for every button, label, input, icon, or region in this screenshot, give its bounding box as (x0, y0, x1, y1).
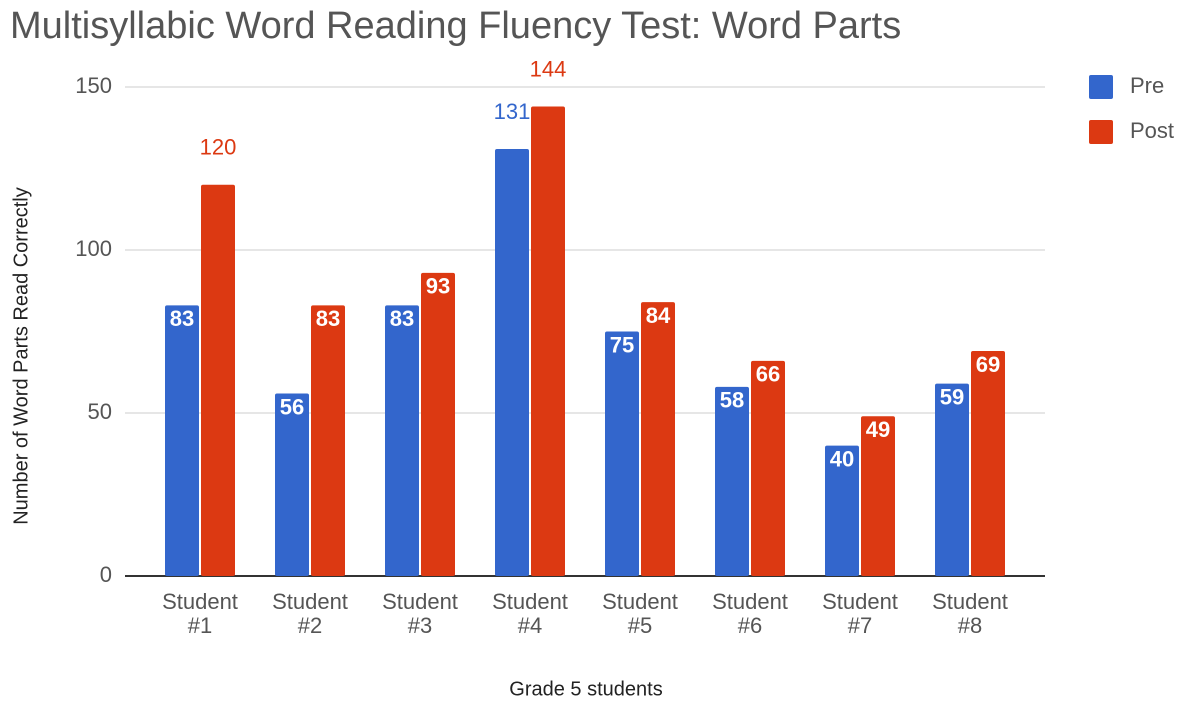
bar (201, 184, 235, 577)
x-tick-label: Student #8 (932, 589, 1008, 638)
bar (385, 305, 419, 576)
bar (311, 305, 345, 576)
data-label: 40 (830, 446, 854, 471)
data-label: 83 (316, 306, 340, 331)
bar (825, 445, 859, 576)
legend-label: Pre (1130, 73, 1164, 98)
y-axis-label: Number of Word Parts Read Correctly (10, 187, 32, 525)
x-tick-label: Student #4 (492, 589, 568, 638)
legend-swatch (1089, 75, 1113, 99)
bar (971, 351, 1005, 576)
data-label: 131 (494, 99, 531, 124)
data-label: 49 (866, 417, 890, 442)
x-tick-label: Student #7 (822, 589, 898, 638)
data-label: 69 (976, 352, 1000, 377)
x-axis-label: Grade 5 students (509, 678, 662, 700)
data-label: 56 (280, 394, 304, 419)
bar (605, 331, 639, 576)
y-tick-label: 50 (88, 399, 112, 424)
x-tick-label: Student #1 (162, 589, 238, 638)
legend-swatch (1089, 120, 1113, 144)
data-label: 58 (720, 388, 744, 413)
bar (531, 106, 565, 576)
legend-label: Post (1130, 118, 1174, 143)
x-tick-label: Student #2 (272, 589, 348, 638)
bar (275, 393, 309, 576)
bar (861, 416, 895, 576)
y-tick-label: 150 (75, 73, 112, 98)
x-tick-label: Student #3 (382, 589, 458, 638)
chart-title: Multisyllabic Word Reading Fluency Test:… (10, 5, 901, 47)
bar (495, 148, 529, 576)
data-label: 83 (390, 306, 414, 331)
data-label: 120 (200, 135, 237, 160)
data-label: 83 (170, 306, 194, 331)
bar (715, 386, 749, 576)
data-label: 66 (756, 362, 780, 387)
data-label: 144 (530, 56, 567, 81)
bar (751, 360, 785, 576)
bar (165, 305, 199, 576)
data-label: 59 (940, 384, 964, 409)
bar (421, 272, 455, 576)
data-label: 93 (426, 274, 450, 299)
x-tick-label: Student #5 (602, 589, 678, 638)
bar (641, 302, 675, 576)
bar (935, 383, 969, 576)
y-tick-label: 100 (75, 236, 112, 261)
data-label: 75 (610, 332, 634, 357)
x-tick-label: Student #6 (712, 589, 788, 638)
data-label: 84 (646, 303, 671, 328)
y-tick-label: 0 (100, 562, 112, 587)
